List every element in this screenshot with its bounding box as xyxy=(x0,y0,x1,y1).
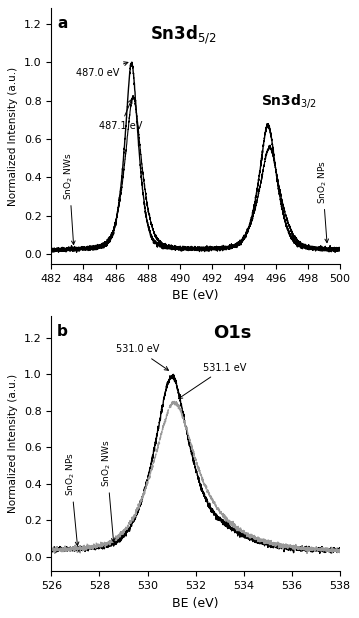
Text: a: a xyxy=(57,16,67,31)
Text: SnO$_2$ NWs: SnO$_2$ NWs xyxy=(63,153,75,245)
Text: Sn3d$_{5/2}$: Sn3d$_{5/2}$ xyxy=(150,23,216,46)
Text: Sn3d$_{3/2}$: Sn3d$_{3/2}$ xyxy=(261,91,317,110)
Text: SnO$_2$ NPs: SnO$_2$ NPs xyxy=(316,160,329,243)
Y-axis label: Normalized Intensity (a.u.): Normalized Intensity (a.u.) xyxy=(8,67,18,206)
Text: O1s: O1s xyxy=(213,324,251,342)
Text: 487.1 eV: 487.1 eV xyxy=(99,99,142,132)
Text: 531.0 eV: 531.0 eV xyxy=(116,344,168,370)
Text: b: b xyxy=(57,324,68,339)
X-axis label: BE (eV): BE (eV) xyxy=(172,596,219,610)
X-axis label: BE (eV): BE (eV) xyxy=(172,289,219,302)
Text: 487.0 eV: 487.0 eV xyxy=(76,62,128,77)
Y-axis label: Normalized Intensity (a.u.): Normalized Intensity (a.u.) xyxy=(8,374,18,513)
Text: SnO$_2$ NWs: SnO$_2$ NWs xyxy=(101,440,115,542)
Text: SnO$_2$ NPs: SnO$_2$ NPs xyxy=(64,452,79,546)
Text: 531.1 eV: 531.1 eV xyxy=(178,363,246,399)
